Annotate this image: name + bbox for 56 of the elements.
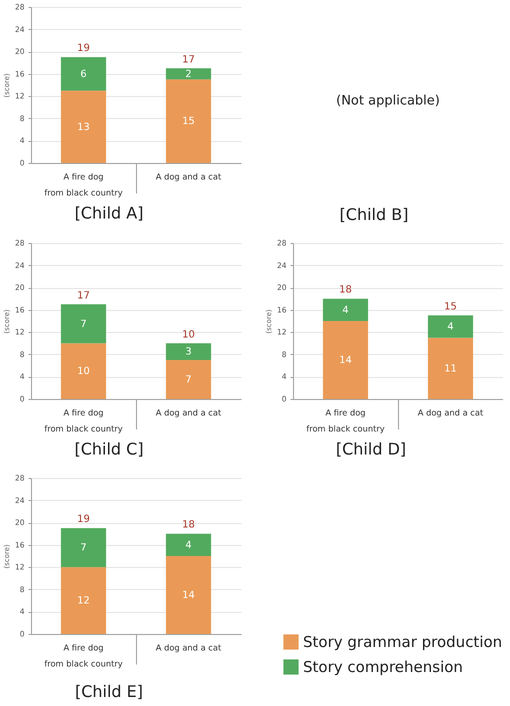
total-label: 18: [339, 284, 352, 296]
x-tick-label: A dog and a cat: [156, 642, 222, 652]
x-tick-label: A fire dog from black country: [44, 408, 123, 434]
bar: [60, 528, 106, 568]
total-label: 19: [77, 43, 90, 54]
data-label: 4: [447, 322, 454, 333]
bar: [60, 567, 106, 634]
bar: [60, 90, 106, 163]
x-tick-label: A dog and a cat: [418, 408, 484, 418]
data-label: 14: [339, 355, 352, 366]
data-label: 15: [182, 116, 195, 128]
legend-label: Story comprehension: [303, 658, 463, 676]
bar: [60, 304, 106, 344]
data-label: 3: [185, 346, 192, 358]
legend-label: Story grammar production: [303, 633, 502, 651]
text: [Child A]: [74, 203, 144, 222]
bar: [166, 79, 212, 163]
data-label: 4: [342, 304, 349, 316]
data-label: 7: [185, 374, 192, 386]
text: (Not applicable): [336, 94, 440, 109]
x-tick-label: A fire dog from black country: [44, 172, 123, 198]
x-tick-label: A fire dog from black country: [306, 408, 385, 434]
x-tick-label: A fire dog from black country: [44, 642, 123, 668]
bar: [166, 360, 212, 399]
total-label: 18: [182, 520, 195, 531]
bar: [428, 338, 474, 399]
bar: [166, 556, 212, 634]
data-label: 13: [77, 122, 90, 133]
text: [Child C]: [74, 439, 144, 458]
x-tick-label: A dog and a cat: [156, 408, 222, 418]
text: [Child E]: [74, 682, 144, 701]
text: [Child B]: [340, 205, 408, 224]
total-label: 19: [77, 514, 90, 526]
text: [Child D]: [336, 439, 406, 458]
data-label: 6: [80, 68, 87, 80]
data-label: 12: [77, 596, 90, 607]
bar: [60, 343, 106, 399]
total-label: 17: [77, 290, 90, 302]
data-label: 14: [182, 590, 195, 601]
bar: [166, 534, 212, 556]
data-label: 2: [185, 68, 192, 80]
total-label: 17: [182, 54, 195, 66]
x-tick-label: A dog and a cat: [156, 172, 222, 182]
bar: [322, 298, 368, 321]
bar: [428, 315, 474, 338]
total-label: 15: [444, 301, 457, 312]
data-label: 7: [80, 318, 87, 330]
data-label: 11: [444, 363, 457, 374]
bar: [166, 343, 212, 360]
data-label: 10: [77, 366, 90, 378]
bar: [166, 68, 212, 80]
total-label: 10: [182, 329, 195, 340]
bar: [60, 57, 106, 91]
data-label: 4: [185, 540, 192, 551]
bar: [322, 321, 368, 399]
data-label: 7: [80, 542, 87, 554]
